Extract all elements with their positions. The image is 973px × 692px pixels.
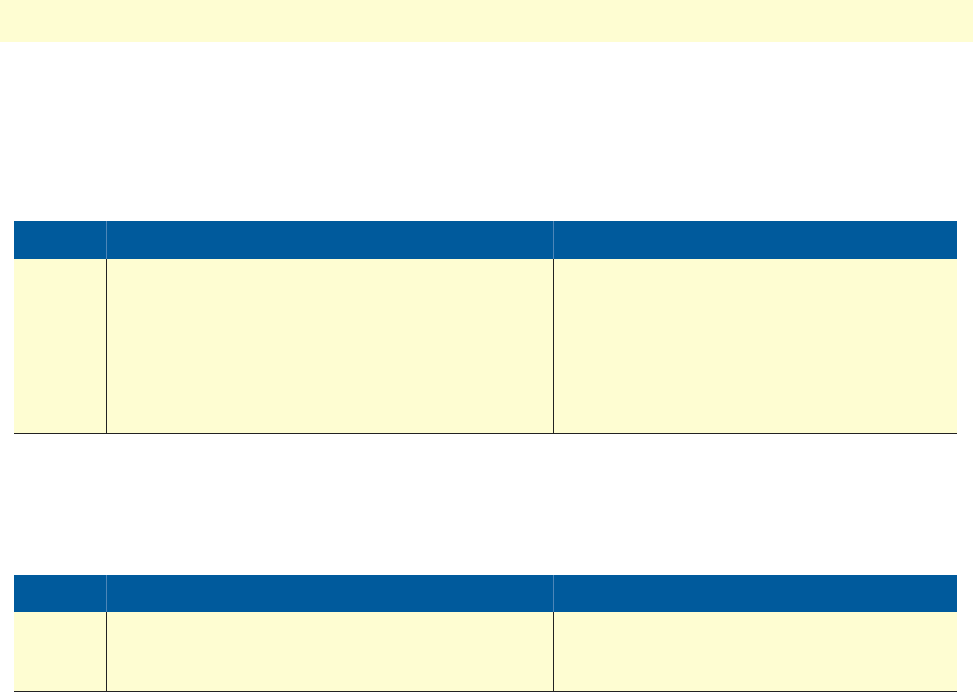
column-divider (106, 259, 107, 433)
column-divider (553, 259, 554, 433)
header-divider (553, 221, 554, 259)
column-divider (106, 612, 107, 691)
table-body (14, 612, 957, 692)
table (14, 575, 957, 692)
column-divider (553, 612, 554, 691)
table-header (14, 221, 957, 259)
header-divider (553, 575, 554, 612)
header-divider (106, 575, 107, 612)
table-body (14, 259, 957, 434)
table (14, 221, 957, 434)
header-divider (106, 221, 107, 259)
top-band (0, 0, 973, 42)
table-header (14, 575, 957, 612)
